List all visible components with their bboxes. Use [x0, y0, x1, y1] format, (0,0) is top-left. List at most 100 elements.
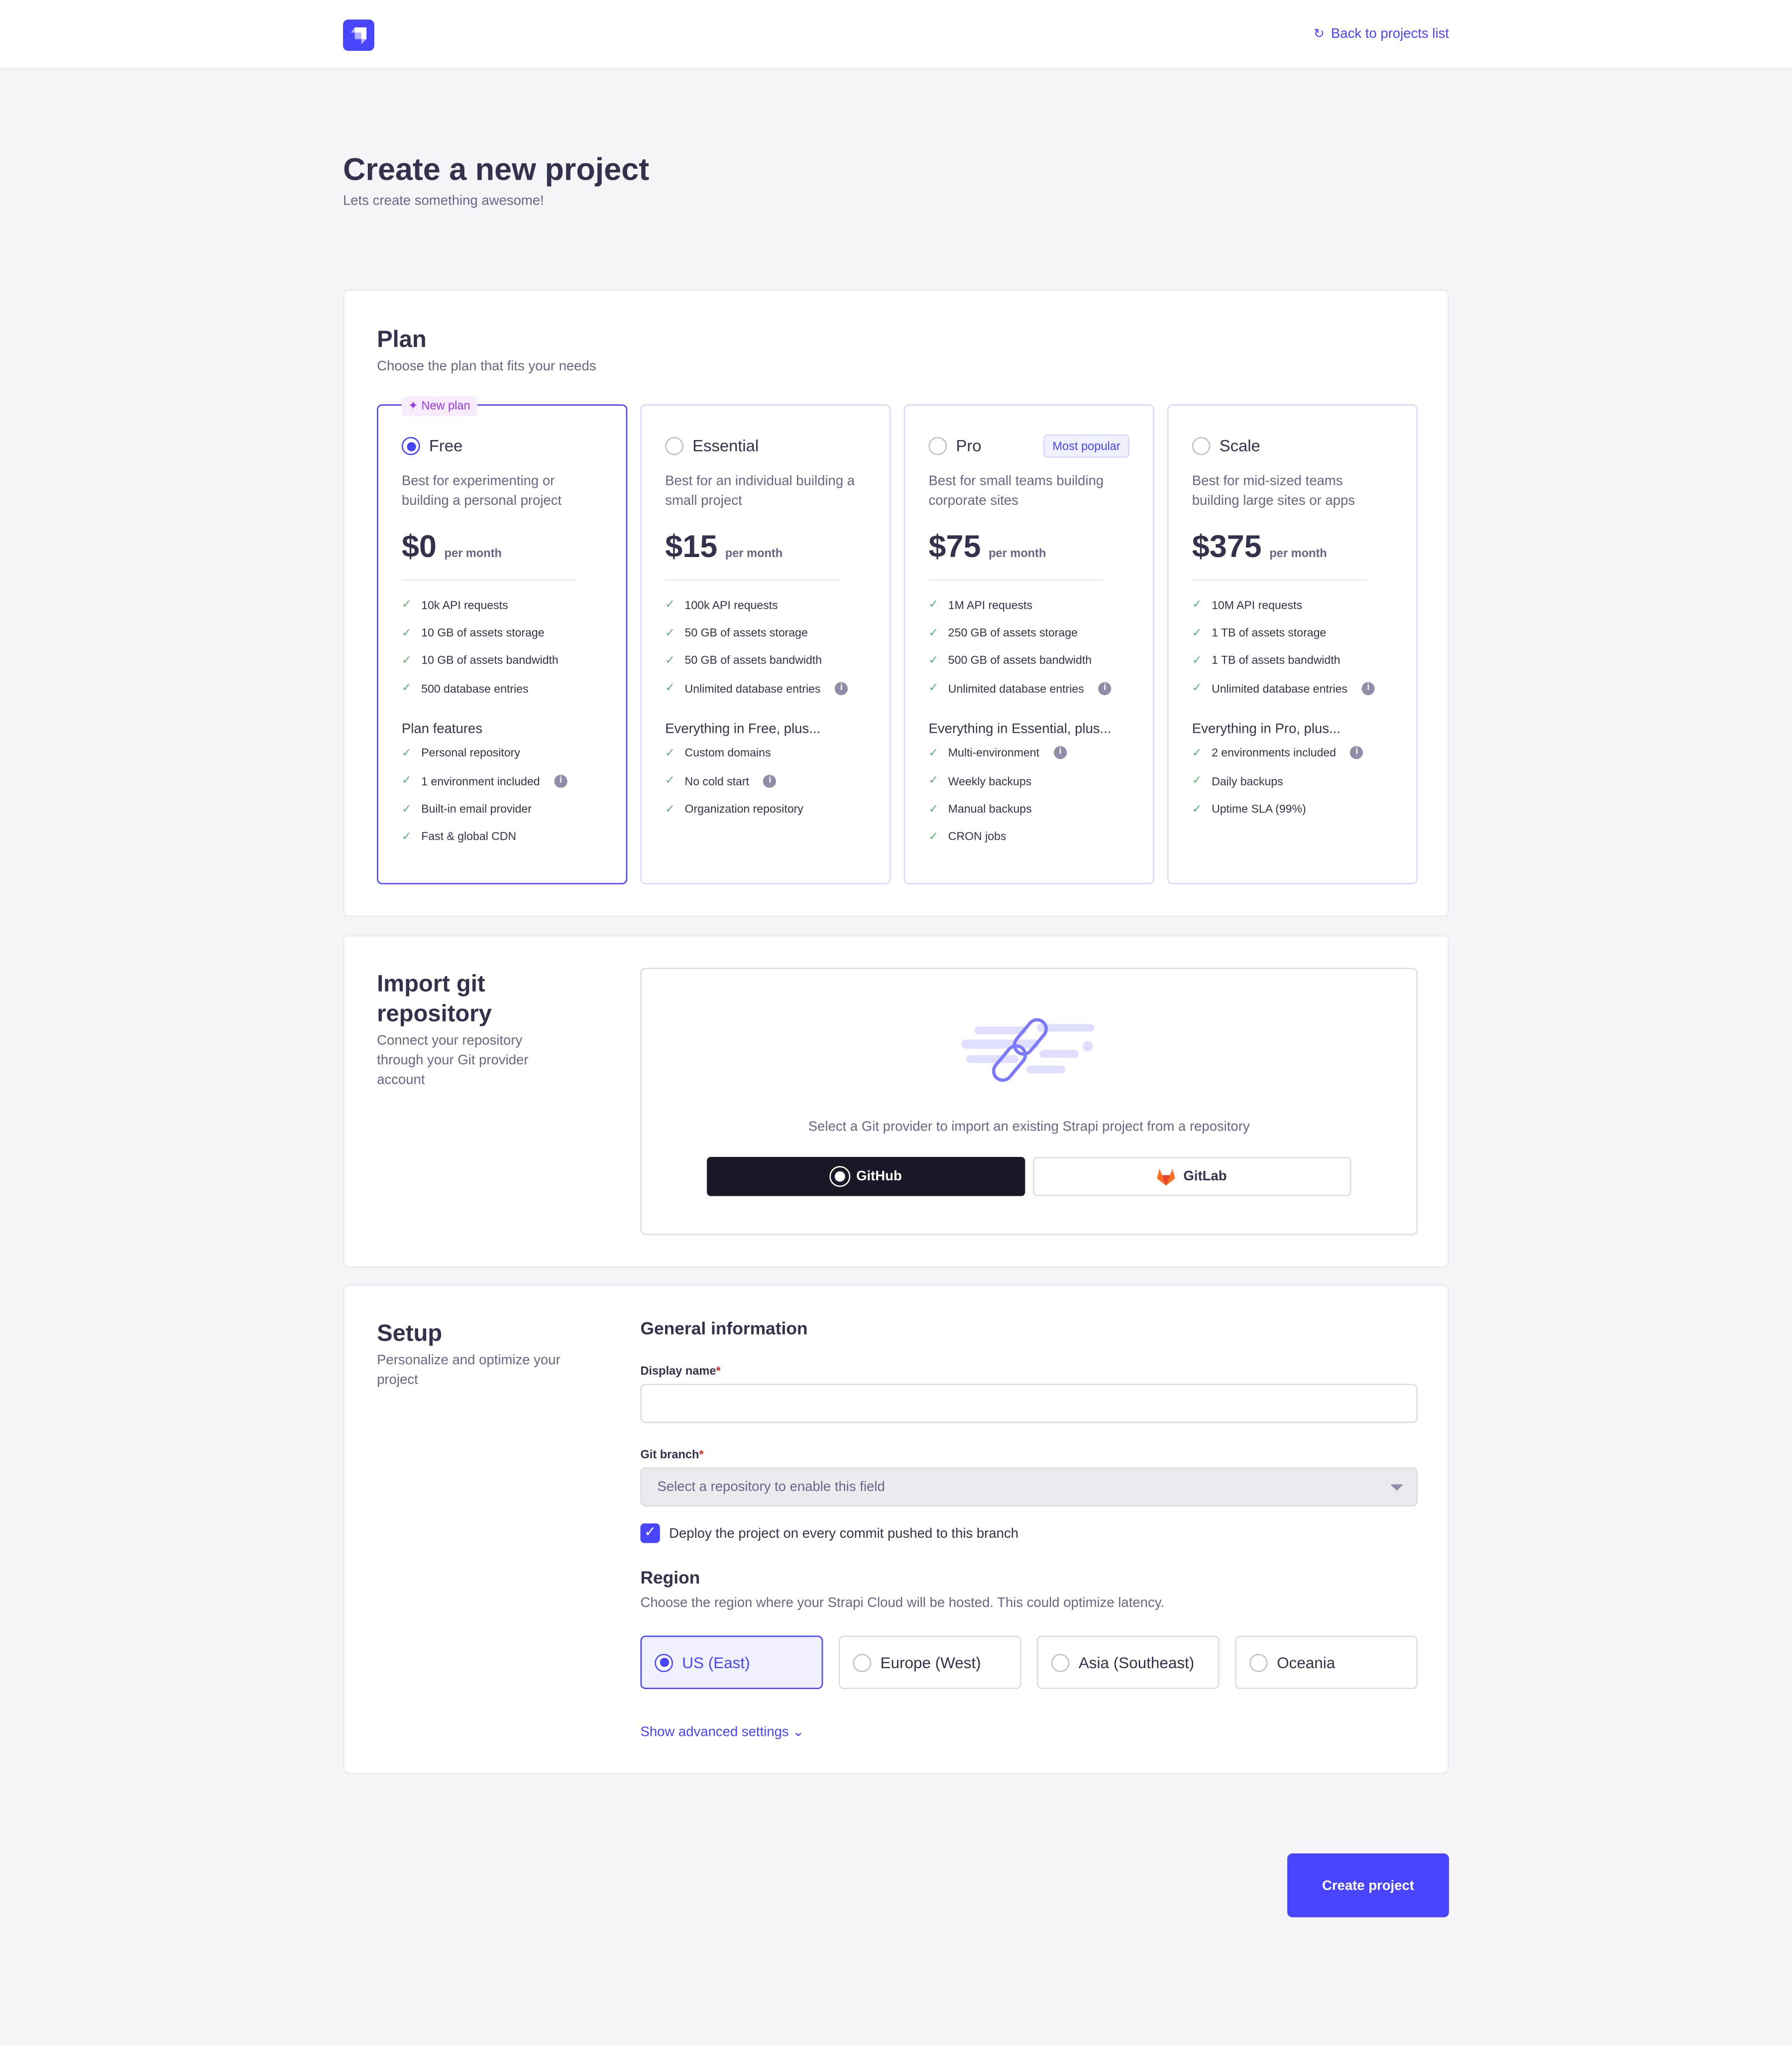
check-icon: ✓ — [928, 746, 939, 759]
check-icon: ✓ — [401, 746, 412, 759]
feature-item: ✓ 50 GB of assets storage — [665, 619, 866, 647]
plan-card-free[interactable]: ✦ New plan Free Best for experimenting o… — [377, 396, 628, 885]
feature-text: 50 GB of assets storage — [684, 626, 808, 640]
git-prompt: Select a Git provider to import an exist… — [808, 1119, 1250, 1135]
region-option[interactable]: Oceania — [1235, 1635, 1418, 1690]
check-icon: ✓ — [665, 801, 675, 815]
region-radio[interactable] — [655, 1653, 673, 1672]
plan-limits: ✓ 10k API requests ✓ 10 GB of assets storag… — [402, 591, 602, 702]
divider — [665, 579, 840, 580]
plan-name: Free — [429, 437, 463, 455]
info-icon[interactable]: i — [554, 774, 567, 788]
feature-item: ✓ 250 GB of assets storage — [929, 619, 1129, 647]
check-icon: ✓ — [928, 625, 939, 639]
plan-card-scale[interactable]: Scale Best for mid-sized teams building … — [1167, 404, 1418, 885]
feature-text: 10 GB of assets bandwidth — [421, 654, 559, 668]
github-icon — [829, 1166, 850, 1187]
back-to-projects-link[interactable]: ↻ Back to projects list — [1314, 26, 1449, 41]
region-option[interactable]: US (East) — [640, 1635, 823, 1690]
plan-card-pro[interactable]: Pro Most popular Best for small teams bui… — [903, 404, 1154, 885]
info-icon[interactable]: i — [1361, 682, 1375, 695]
feature-item: ✓ Fast & global CDN — [402, 823, 602, 851]
plan-title: Plan — [377, 326, 427, 352]
region-option[interactable]: Europe (West) — [838, 1635, 1021, 1690]
setup-title: Setup — [377, 1320, 443, 1346]
check-icon: ✓ — [665, 774, 675, 787]
plan-desc: Best for experimenting or building a per… — [401, 473, 562, 509]
feature-text: No cold start — [684, 774, 749, 788]
info-icon[interactable]: i — [1350, 746, 1363, 760]
required-mark: * — [699, 1448, 704, 1461]
check-icon: ✓ — [1192, 597, 1202, 611]
feature-item: ✓ Daily backups — [1192, 767, 1393, 795]
region-label: Europe (West) — [880, 1653, 981, 1672]
plan-radio[interactable] — [928, 437, 947, 455]
info-icon[interactable]: i — [1098, 682, 1112, 695]
region-radio[interactable] — [1051, 1653, 1070, 1672]
feature-item: ✓ 1 TB of assets storage — [1192, 619, 1393, 647]
github-button[interactable]: GitHub — [707, 1157, 1025, 1196]
feature-text: 10M API requests — [1212, 598, 1302, 612]
create-project-button[interactable]: Create project — [1287, 1853, 1449, 1918]
plan-radio[interactable] — [401, 437, 420, 455]
feature-text: 50 GB of assets bandwidth — [684, 654, 822, 668]
plan-name: Essential — [692, 437, 759, 455]
show-advanced-settings-link[interactable]: Show advanced settings ⌄ — [640, 1724, 804, 1740]
deploy-checkbox[interactable]: ✓ — [640, 1523, 660, 1543]
plan-desc: Best for mid-sized teams building large … — [1192, 473, 1355, 509]
check-icon: ✓ — [928, 681, 939, 694]
info-icon[interactable]: i — [1053, 746, 1067, 760]
region-heading: Region — [640, 1568, 700, 1588]
feature-text: 100k API requests — [684, 598, 778, 612]
feature-item: ✓ 10 GB of assets storage — [402, 619, 602, 647]
feature-text: 2 environments included — [1212, 746, 1336, 760]
feature-text: Unlimited database entries — [1212, 682, 1347, 695]
check-icon: ✓ — [928, 774, 939, 787]
check-icon: ✓ — [401, 774, 412, 787]
deploy-checkbox-row[interactable]: ✓ Deploy the project on every commit push… — [640, 1523, 1018, 1543]
price-period: per month — [444, 546, 502, 560]
feature-text: 1M API requests — [948, 598, 1032, 612]
feature-text: 500 GB of assets bandwidth — [948, 654, 1092, 668]
setup-section: Setup Personalize and optimize your proj… — [343, 1284, 1449, 1774]
features-title: Everything in Essential, plus... — [928, 720, 1112, 737]
feature-text: 1 TB of assets storage — [1212, 626, 1327, 640]
gitlab-button[interactable]: GitLab — [1033, 1157, 1351, 1196]
divider — [928, 579, 1104, 580]
feature-text: Custom domains — [684, 746, 771, 760]
plan-radio[interactable] — [665, 437, 683, 455]
git-subtitle: Connect your repository through your Git… — [377, 1033, 529, 1088]
region-radio[interactable] — [853, 1653, 872, 1672]
feature-text: Personal repository — [421, 746, 520, 760]
region-option[interactable]: Asia (Southeast) — [1036, 1635, 1220, 1690]
info-icon[interactable]: i — [835, 682, 848, 695]
display-name-input[interactable] — [640, 1383, 1418, 1423]
region-desc: Choose the region where your Strapi Clou… — [640, 1595, 1165, 1611]
feature-item: ✓ 10M API requests — [1192, 591, 1393, 619]
strapi-logo[interactable] — [343, 19, 374, 51]
top-header: ↻ Back to projects list — [0, 0, 1792, 69]
required-mark: * — [716, 1364, 721, 1377]
features-title: Everything in Pro, plus... — [1192, 720, 1341, 737]
feature-text: CRON jobs — [948, 830, 1007, 843]
plan-card-essential[interactable]: Essential Best for an individual buildin… — [640, 404, 891, 885]
back-label: Back to projects list — [1331, 26, 1449, 42]
plan-limits: ✓ 10M API requests ✓ 1 TB of assets storage… — [1192, 591, 1393, 702]
plan-desc: Best for small teams building corporate … — [928, 473, 1104, 509]
region-radio[interactable] — [1249, 1653, 1268, 1672]
feature-text: 1 TB of assets bandwidth — [1212, 654, 1341, 668]
git-branch-select[interactable]: Select a repository to enable this field — [640, 1467, 1418, 1507]
plan-price: $375 — [1192, 529, 1262, 565]
check-icon: ✓ — [665, 597, 675, 611]
feature-text: 10k API requests — [421, 598, 508, 612]
features-title: Everything in Free, plus... — [665, 720, 821, 737]
feature-item: ✓ Organization repository — [665, 795, 866, 823]
plan-radio[interactable] — [1192, 437, 1211, 455]
plan-name: Scale — [1219, 437, 1260, 455]
info-icon[interactable]: i — [763, 774, 777, 788]
feature-item: ✓ Built-in email provider — [402, 795, 602, 823]
github-label: GitHub — [856, 1168, 902, 1185]
feature-text: Weekly backups — [948, 774, 1032, 788]
feature-item: ✓ 10 GB of assets bandwidth — [402, 647, 602, 675]
new-plan-badge: ✦ New plan — [401, 396, 477, 416]
